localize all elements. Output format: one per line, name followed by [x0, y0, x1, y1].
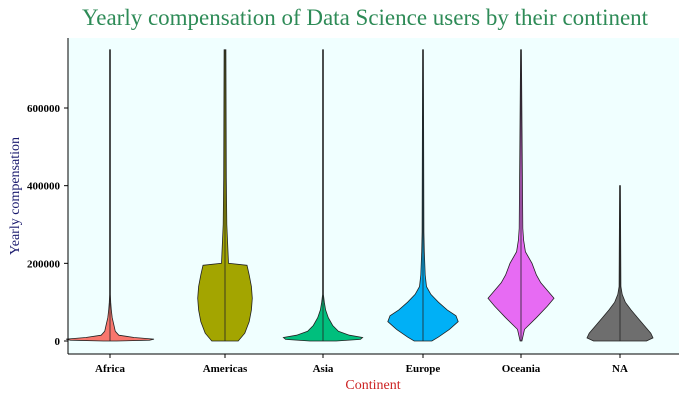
x-tick-label: Asia [313, 363, 334, 375]
x-tick-label: Americas [203, 363, 248, 375]
y-tick-label: 600000 [27, 103, 61, 115]
x-tick-label: Africa [95, 363, 125, 375]
x-tick-label: NA [612, 363, 628, 375]
x-axis-ticks: Africa Americas Asia Europe Oceania NA [95, 354, 628, 375]
chart-title: Yearly compensation of Data Science user… [82, 5, 649, 30]
x-axis-label: Continent [345, 378, 400, 393]
violins-layer [65, 49, 654, 342]
y-tick-label: 200000 [27, 258, 61, 270]
x-tick-label: Oceania [502, 363, 541, 375]
plot-panel [68, 38, 679, 354]
y-tick-label: 400000 [27, 181, 61, 193]
y-axis-ticks: 0 200000 400000 600000 [27, 103, 68, 348]
y-tick-label: 0 [55, 336, 61, 348]
y-axis-label: Yearly compensation [8, 137, 23, 255]
x-tick-label: Europe [406, 363, 441, 375]
